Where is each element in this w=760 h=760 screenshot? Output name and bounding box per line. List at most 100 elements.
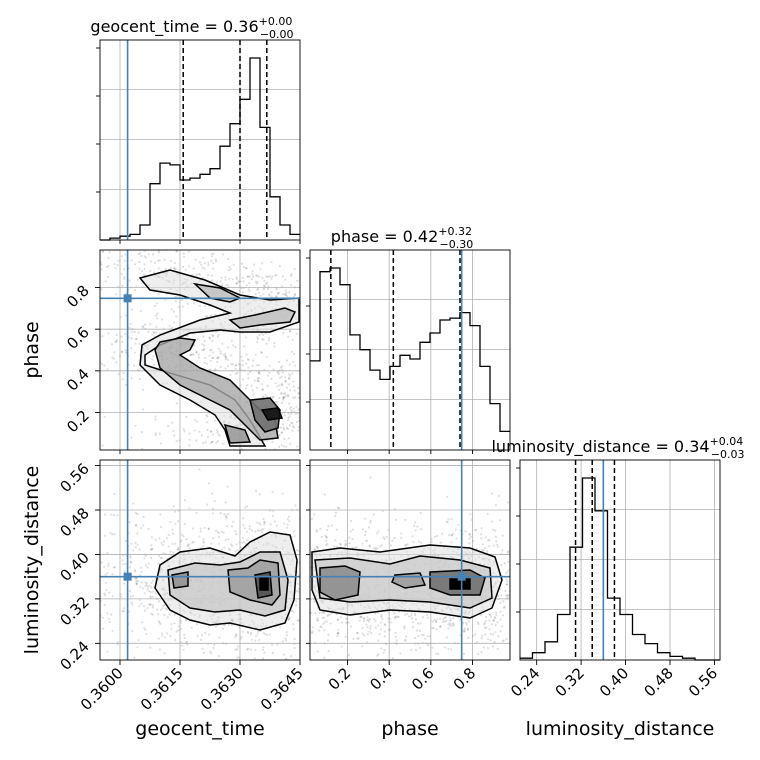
scatter-point xyxy=(144,564,148,567)
scatter-point xyxy=(202,540,205,543)
scatter-point xyxy=(281,383,284,387)
scatter-point xyxy=(152,590,155,593)
scatter-point xyxy=(334,539,337,542)
scatter-point xyxy=(313,548,316,551)
scatter-point xyxy=(394,631,397,635)
scatter-point xyxy=(303,412,305,414)
scatter-point xyxy=(142,273,145,276)
scatter-point xyxy=(316,547,319,550)
scatter-point xyxy=(303,385,305,387)
scatter-point xyxy=(284,380,287,383)
scatter-point xyxy=(315,545,318,548)
scatter-point xyxy=(444,646,447,649)
scatter-point xyxy=(256,274,259,277)
scatter-point xyxy=(217,333,220,336)
scatter-point xyxy=(186,544,189,547)
scatter-point xyxy=(171,326,174,329)
scatter-point xyxy=(216,440,219,443)
scatter-point xyxy=(506,679,508,681)
scatter-point xyxy=(120,272,124,276)
scatter-point xyxy=(224,358,227,361)
scatter-point xyxy=(485,626,488,629)
scatter-point xyxy=(143,267,146,270)
truth-marker xyxy=(457,572,466,581)
scatter-point xyxy=(243,266,246,269)
scatter-point xyxy=(268,633,271,636)
scatter-point xyxy=(165,632,169,635)
density-contour xyxy=(259,577,269,591)
scatter-point xyxy=(269,523,272,526)
scatter-point xyxy=(211,440,214,444)
scatter-point xyxy=(196,420,199,423)
scatter-point xyxy=(103,364,106,367)
y-tick-label: 0.24 xyxy=(56,637,92,673)
scatter-point xyxy=(377,639,380,642)
scatter-point xyxy=(173,613,176,616)
scatter-point xyxy=(291,532,293,534)
scatter-point xyxy=(336,393,338,395)
scatter-point xyxy=(405,635,408,638)
scatter-point xyxy=(282,396,285,400)
scatter-point xyxy=(292,360,295,363)
scatter-point xyxy=(492,528,495,532)
scatter-point xyxy=(306,385,308,387)
scatter-point xyxy=(134,424,137,427)
scatter-point xyxy=(249,633,252,636)
scatter-point xyxy=(469,513,472,516)
scatter-point xyxy=(250,638,253,641)
scatter-point xyxy=(318,385,320,387)
scatter-point xyxy=(282,331,285,335)
scatter-point xyxy=(304,491,306,493)
scatter-point xyxy=(343,544,347,547)
scatter-point xyxy=(495,677,497,679)
scatter-point xyxy=(133,351,136,354)
scatter-point xyxy=(226,358,229,361)
scatter-point xyxy=(177,305,180,308)
scatter-point xyxy=(206,503,209,506)
scatter-point xyxy=(312,435,314,437)
scatter-point xyxy=(101,444,104,447)
scatter-point xyxy=(492,633,495,636)
scatter-point xyxy=(106,650,109,653)
scatter-point xyxy=(235,282,238,285)
scatter-point xyxy=(296,445,299,448)
scatter-point xyxy=(146,607,149,610)
scatter-point xyxy=(270,295,273,298)
x-tick-label: 0.3630 xyxy=(197,664,247,714)
scatter-point xyxy=(282,393,285,396)
scatter-point xyxy=(263,285,266,288)
scatter-point xyxy=(107,562,110,565)
scatter-point xyxy=(235,282,238,285)
scatter-point xyxy=(187,250,190,253)
scatter-point xyxy=(295,405,298,408)
scatter-point xyxy=(325,625,327,627)
scatter-point xyxy=(450,517,453,521)
scatter-point xyxy=(198,468,201,471)
scatter-point xyxy=(280,401,283,404)
scatter-point xyxy=(141,587,145,590)
scatter-point xyxy=(292,295,295,298)
scatter-point xyxy=(114,340,117,343)
scatter-point xyxy=(284,639,288,642)
scatter-point xyxy=(169,520,172,524)
scatter-point xyxy=(109,531,112,535)
scatter-point xyxy=(153,363,156,366)
scatter-point xyxy=(381,617,384,620)
scatter-point xyxy=(482,646,485,649)
scatter-point xyxy=(419,622,422,625)
scatter-point xyxy=(321,414,323,416)
scatter-point xyxy=(192,668,194,670)
x-axis-label: phase xyxy=(381,718,438,740)
scatter-point xyxy=(295,589,298,592)
scatter-point xyxy=(216,431,219,434)
scatter-point xyxy=(278,388,281,392)
scatter-point xyxy=(374,626,377,629)
scatter-point xyxy=(175,250,178,252)
scatter-point xyxy=(403,625,406,628)
scatter-point xyxy=(506,551,509,554)
scatter-point xyxy=(507,560,510,564)
scatter-point xyxy=(500,593,503,597)
scatter-point xyxy=(454,528,457,531)
scatter-point xyxy=(320,535,323,539)
scatter-point xyxy=(305,570,307,572)
